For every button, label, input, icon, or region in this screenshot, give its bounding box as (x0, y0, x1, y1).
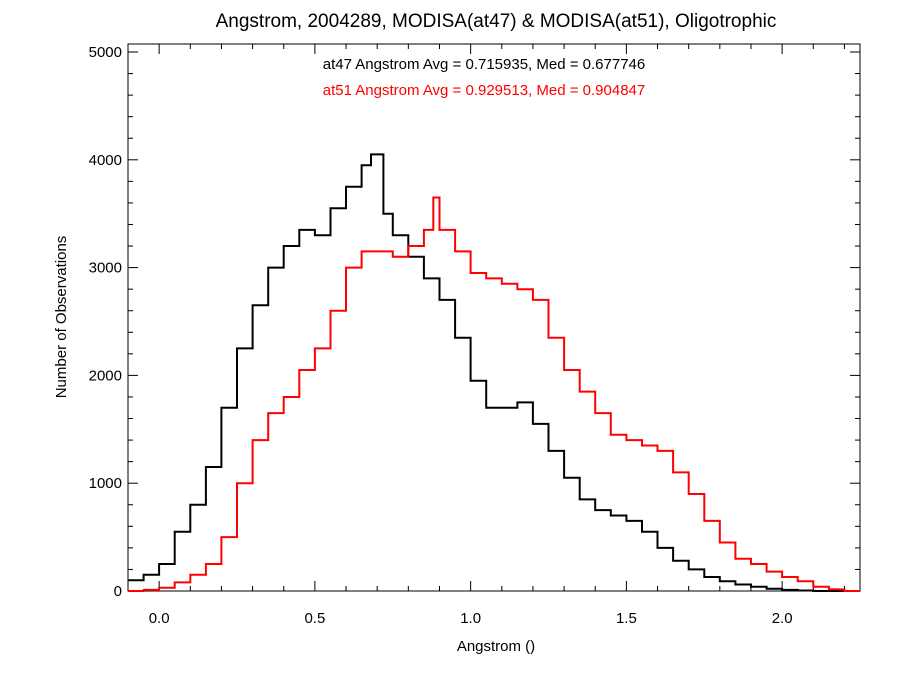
annotation-at47: at47 Angstrom Avg = 0.715935, Med = 0.67… (323, 56, 645, 73)
plot-border (127, 43, 861, 592)
chart-title: Angstrom, 2004289, MODISA(at47) & MODISA… (216, 11, 777, 32)
series-layer (127, 153, 861, 592)
x-tick-label: 0.0 (149, 610, 170, 627)
x-tick-label: 1.5 (616, 610, 637, 627)
y-tick-label: 4000 (89, 152, 122, 169)
x-tick-label: 2.0 (772, 610, 793, 627)
x-axis-label: Angstrom () (457, 638, 535, 655)
y-tick-label: 0 (114, 583, 122, 600)
y-axis: 0 1000 2000 3000 4000 5000 (89, 44, 860, 600)
y-tick-label: 2000 (89, 367, 122, 384)
x-axis: 0.0 0.5 1.0 1.5 2.0 (127, 44, 845, 627)
x-tick-label: 0.5 (304, 610, 325, 627)
x-tick-label: 1.0 (460, 610, 481, 627)
y-tick-label: 5000 (89, 44, 122, 61)
y-axis-label: Number of Observations (53, 236, 70, 399)
y-tick-label: 1000 (89, 475, 122, 492)
y-tick-label: 3000 (89, 260, 122, 277)
annotation-at51: at51 Angstrom Avg = 0.929513, Med = 0.90… (323, 82, 645, 99)
plot-frame (127, 43, 861, 592)
